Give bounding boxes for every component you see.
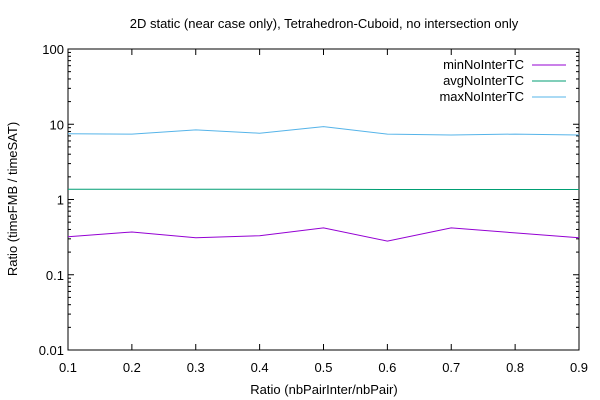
y-tick-label: 0.1: [46, 268, 64, 283]
series-line-maxNoInterTC: [67, 126, 580, 136]
x-tick-label: 0.2: [123, 360, 141, 375]
y-tick-label: 1: [57, 193, 64, 208]
x-axis-label: Ratio (nbPairInter/nbPair): [250, 382, 397, 397]
y-tick-label: 0.01: [39, 343, 64, 358]
x-tick-label: 0.3: [187, 360, 205, 375]
series-lines: [67, 126, 580, 242]
x-tick-label: 0.8: [506, 360, 524, 375]
y-axis-label: Ratio (timeFMB / timeSAT): [5, 122, 20, 276]
y-tick-label: 10: [50, 117, 64, 132]
x-tick-label: 0.4: [251, 360, 269, 375]
axis-ticks: 0.1 0.2 0.3 0.4 0.5 0.6 0.7 0.8 0.9 0.01 0.1 1 10 100: [39, 42, 588, 375]
x-tick-label: 0.7: [442, 360, 460, 375]
chart-title: 2D static (near case only), Tetrahedron-…: [130, 16, 519, 31]
x-tick-label: 0.6: [378, 360, 396, 375]
series-line-minNoInterTC: [67, 227, 580, 242]
x-tick-label: 0.1: [59, 360, 77, 375]
legend-label: maxNoInterTC: [439, 89, 524, 104]
x-tick-label: 0.9: [570, 360, 588, 375]
legend-label: avgNoInterTC: [443, 73, 524, 88]
y-tick-label: 100: [42, 42, 64, 57]
legend-label: minNoInterTC: [443, 57, 524, 72]
x-tick-label: 0.5: [314, 360, 332, 375]
